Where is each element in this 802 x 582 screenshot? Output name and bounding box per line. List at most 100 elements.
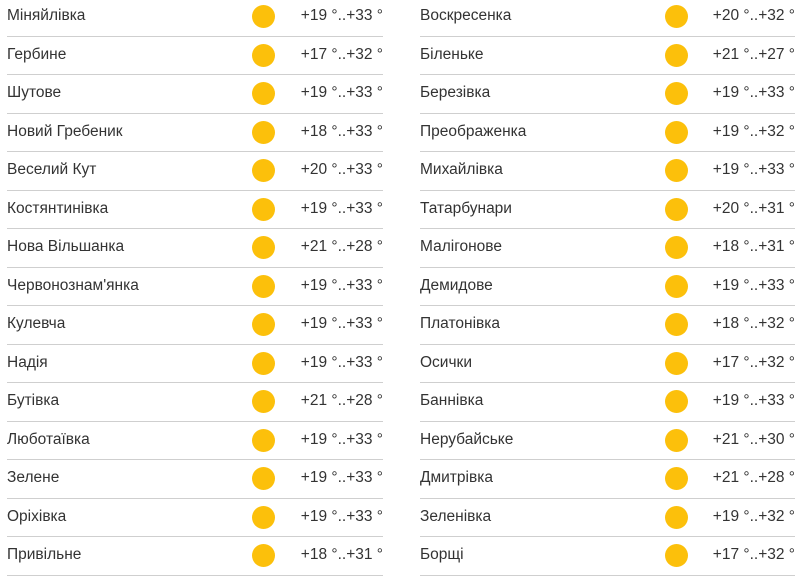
city-name[interactable]: Люботаївка (7, 430, 90, 448)
city-row[interactable]: Платонівка +18 °..+32 ° (420, 306, 795, 345)
sun-icon (252, 505, 275, 529)
city-name[interactable]: Платонівка (420, 315, 500, 332)
temperature-range: +18 °..+31 ° (712, 238, 795, 255)
sun-icon (252, 544, 275, 567)
city-name[interactable]: Біленьке (420, 45, 484, 63)
city-name[interactable]: Червонознам'янка (7, 276, 139, 294)
temperature-range: +19 °..+33 ° (300, 507, 383, 525)
city-name[interactable]: Зеленівка (420, 507, 492, 525)
city-row[interactable]: Надія +19 °..+33 ° (7, 345, 383, 383)
city-row[interactable]: Малігонове +18 °..+31 ° (420, 229, 795, 268)
city-row[interactable]: Люботаївка +19 °..+33 ° (7, 422, 383, 460)
city-row[interactable]: Нова Вільшанка +21 °..+28 ° (7, 229, 383, 268)
city-name[interactable]: Бутівка (7, 392, 60, 409)
city-row[interactable]: Зеленівка +19 °..+32 ° (420, 499, 795, 537)
sun-icon (252, 120, 275, 144)
city-name[interactable]: Дмитрівка (420, 469, 493, 486)
sun-icon (252, 197, 275, 221)
city-row[interactable]: Нерубайське +21 °..+30 ° (420, 422, 795, 460)
city-name[interactable]: Осички (420, 353, 472, 371)
city-name[interactable]: Гербине (7, 45, 67, 63)
city-name[interactable]: Надія (7, 353, 48, 371)
temperature-range: +19 °..+33 ° (300, 199, 383, 217)
city-name[interactable]: Воскресенка (420, 7, 512, 24)
temperature-range: +21 °..+27 ° (712, 45, 795, 63)
city-name[interactable]: Нова Вільшанка (7, 238, 125, 255)
city-name[interactable]: Борщі (420, 546, 464, 563)
city-row[interactable]: Воскресенка +20 °..+32 ° (420, 0, 795, 37)
city-name[interactable]: Преображенка (420, 122, 527, 140)
temperature-range: +19 °..+33 ° (300, 430, 383, 448)
temperature-range: +18 °..+32 ° (712, 315, 795, 332)
sun-icon (665, 467, 688, 490)
city-row[interactable]: Зелене +19 °..+33 ° (7, 460, 383, 499)
city-name[interactable]: Міняйлівка (7, 7, 86, 24)
city-name[interactable]: Новий Гребеник (7, 122, 123, 140)
city-row[interactable]: Демидове +19 °..+33 ° (420, 268, 795, 306)
sun-icon (665, 197, 688, 221)
sun-icon (252, 82, 275, 105)
city-row[interactable]: Баннівка +19 °..+33 ° (420, 383, 795, 422)
city-row[interactable]: Веселий Кут +20 °..+33 ° (7, 152, 383, 191)
sun-icon (665, 390, 688, 413)
sun-icon (665, 544, 688, 567)
city-name[interactable]: Кулевча (7, 315, 66, 332)
temperature-range: +20 °..+33 ° (300, 161, 383, 178)
sun-icon (665, 505, 688, 529)
city-row[interactable]: Дмитрівка +21 °..+28 ° (420, 460, 795, 499)
city-name[interactable]: Зелене (7, 469, 60, 486)
city-row[interactable]: Осички +17 °..+32 ° (420, 345, 795, 383)
city-row[interactable]: Борщі +17 °..+32 ° (420, 537, 795, 576)
sun-icon (252, 428, 275, 452)
sun-icon (252, 467, 275, 490)
city-name[interactable]: Шутове (7, 84, 62, 101)
city-name[interactable]: Привільне (7, 546, 82, 563)
city-name[interactable]: Михайлівка (420, 161, 503, 178)
temperature-range: +18 °..+31 ° (300, 546, 383, 563)
sun-icon (665, 120, 688, 144)
temperature-range: +21 °..+28 ° (300, 392, 383, 409)
temperature-range: +20 °..+32 ° (712, 7, 795, 24)
temperature-range: +21 °..+28 ° (712, 469, 795, 486)
city-row[interactable]: Костянтинівка +19 °..+33 ° (7, 191, 383, 229)
city-row[interactable]: Новий Гребеник +18 °..+33 ° (7, 114, 383, 152)
city-row[interactable]: Привільне +18 °..+31 ° (7, 537, 383, 576)
city-row[interactable]: Бутівка +21 °..+28 ° (7, 383, 383, 422)
temperature-range: +19 °..+33 ° (300, 84, 383, 101)
city-name[interactable]: Баннівка (420, 392, 484, 409)
city-row[interactable]: Біленьке +21 °..+27 ° (420, 37, 795, 75)
city-row[interactable]: Гербине +17 °..+32 ° (7, 37, 383, 75)
temperature-range: +19 °..+33 ° (300, 7, 383, 24)
city-name[interactable]: Оріхівка (7, 507, 67, 525)
city-name[interactable]: Татарбунари (420, 199, 512, 217)
city-row[interactable]: Березівка +19 °..+33 ° (420, 75, 795, 114)
temperature-range: +21 °..+28 ° (300, 238, 383, 255)
city-name[interactable]: Костянтинівка (7, 199, 109, 217)
sun-icon (252, 313, 275, 336)
sun-icon (665, 43, 688, 67)
temperature-range: +20 °..+31 ° (712, 199, 795, 217)
city-row[interactable]: Міняйлівка +19 °..+33 ° (7, 0, 383, 37)
sun-icon (665, 159, 688, 182)
city-row[interactable]: Татарбунари +20 °..+31 ° (420, 191, 795, 229)
city-row[interactable]: Червонознам'янка +19 °..+33 ° (7, 268, 383, 306)
temperature-range: +19 °..+33 ° (712, 84, 795, 101)
city-row[interactable]: Михайлівка +19 °..+33 ° (420, 152, 795, 191)
city-row[interactable]: Шутове +19 °..+33 ° (7, 75, 383, 114)
city-name[interactable]: Березівка (420, 84, 491, 101)
sun-icon (252, 390, 275, 413)
temperature-range: +17 °..+32 ° (712, 353, 795, 371)
city-row[interactable]: Оріхівка +19 °..+33 ° (7, 499, 383, 537)
city-name[interactable]: Веселий Кут (7, 161, 97, 178)
sun-icon (252, 236, 275, 259)
temperature-range: +21 °..+30 ° (712, 430, 795, 448)
sun-icon (665, 428, 688, 452)
sun-icon (252, 274, 275, 298)
city-name[interactable]: Демидове (420, 276, 493, 294)
city-row[interactable]: Преображенка +19 °..+32 ° (420, 114, 795, 152)
city-name[interactable]: Нерубайське (420, 430, 514, 448)
city-name[interactable]: Малігонове (420, 238, 502, 255)
sun-icon (665, 313, 688, 336)
city-row[interactable]: Кулевча +19 °..+33 ° (7, 306, 383, 345)
temperature-range: +19 °..+33 ° (300, 276, 383, 294)
